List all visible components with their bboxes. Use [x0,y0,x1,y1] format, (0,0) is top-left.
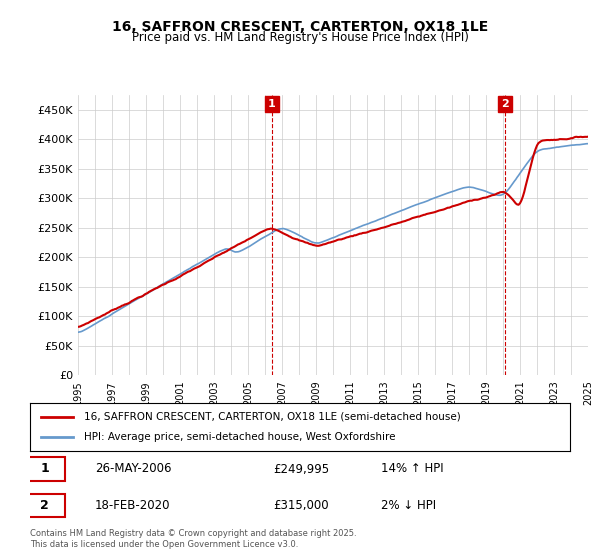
FancyBboxPatch shape [25,493,65,517]
Text: HPI: Average price, semi-detached house, West Oxfordshire: HPI: Average price, semi-detached house,… [84,432,395,442]
Text: 16, SAFFRON CRESCENT, CARTERTON, OX18 1LE (semi-detached house): 16, SAFFRON CRESCENT, CARTERTON, OX18 1L… [84,412,461,422]
Text: 1: 1 [40,463,49,475]
Text: 2% ↓ HPI: 2% ↓ HPI [381,499,436,512]
Text: Price paid vs. HM Land Registry's House Price Index (HPI): Price paid vs. HM Land Registry's House … [131,31,469,44]
Text: 26-MAY-2006: 26-MAY-2006 [95,463,172,475]
Text: Contains HM Land Registry data © Crown copyright and database right 2025.
This d: Contains HM Land Registry data © Crown c… [30,529,356,549]
FancyBboxPatch shape [25,457,65,481]
Text: £315,000: £315,000 [273,499,329,512]
Text: 18-FEB-2020: 18-FEB-2020 [95,499,170,512]
Text: 16, SAFFRON CRESCENT, CARTERTON, OX18 1LE: 16, SAFFRON CRESCENT, CARTERTON, OX18 1L… [112,20,488,34]
Text: 1: 1 [268,99,275,109]
Text: 2: 2 [40,499,49,512]
Text: £249,995: £249,995 [273,463,329,475]
Text: 14% ↑ HPI: 14% ↑ HPI [381,463,443,475]
Text: 2: 2 [502,99,509,109]
